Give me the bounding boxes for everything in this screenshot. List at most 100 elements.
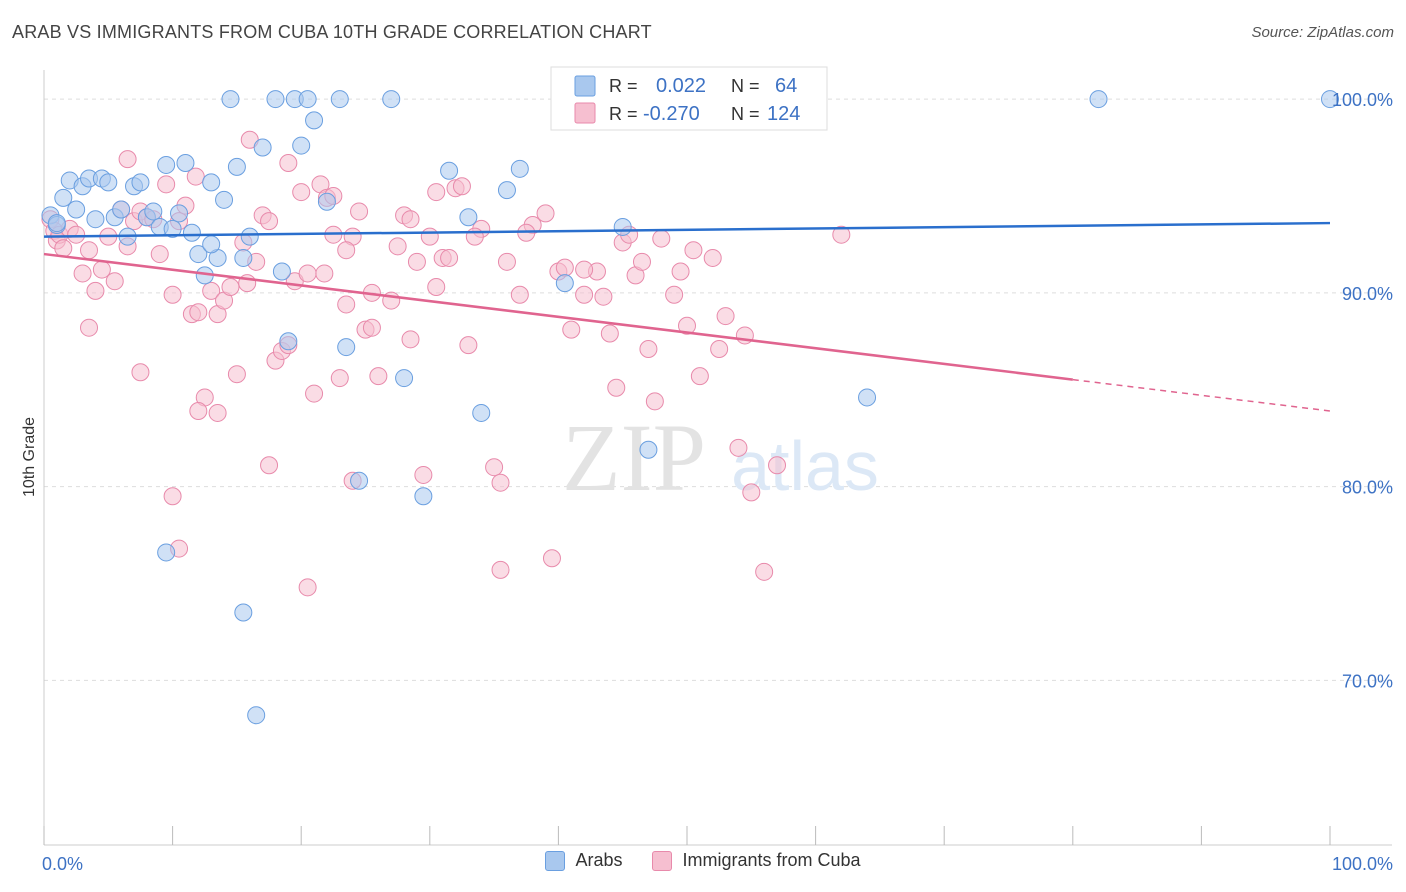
cuba-point-101[interactable]: [388, 237, 407, 256]
arabs-point-56[interactable]: [1089, 90, 1108, 109]
cuba-point-89[interactable]: [80, 318, 99, 337]
arabs-point-41[interactable]: [330, 90, 349, 109]
arabs-point-59[interactable]: [234, 603, 253, 622]
arabs-point-63[interactable]: [1321, 90, 1339, 109]
cuba-point-12[interactable]: [105, 272, 124, 291]
cuba-point-81[interactable]: [678, 316, 696, 335]
cuba-point-112[interactable]: [594, 287, 613, 306]
arabs-point-30[interactable]: [234, 248, 253, 267]
legend-item-immigrants-from-cuba[interactable]: Immigrants from Cuba: [652, 850, 861, 871]
cuba-point-95[interactable]: [260, 456, 279, 475]
cuba-point-85[interactable]: [729, 438, 748, 457]
cuba-point-53[interactable]: [369, 367, 388, 386]
arabs-point-57[interactable]: [47, 214, 66, 233]
cuba-point-113[interactable]: [607, 378, 626, 397]
cuba-point-83[interactable]: [703, 248, 722, 267]
arabs-point-51[interactable]: [555, 274, 574, 293]
cuba-point-8[interactable]: [80, 241, 99, 260]
cuba-point-82[interactable]: [690, 367, 709, 386]
cuba-point-21[interactable]: [163, 285, 182, 304]
cuba-point-110[interactable]: [555, 258, 574, 277]
arabs-point-34[interactable]: [272, 262, 291, 281]
arabs-point-43[interactable]: [350, 471, 369, 490]
cuba-point-126[interactable]: [337, 241, 356, 260]
arabs-point-18[interactable]: [157, 155, 176, 174]
cuba-point-47[interactable]: [330, 369, 349, 388]
cuba-point-41[interactable]: [292, 183, 311, 202]
arabs-point-60[interactable]: [247, 706, 266, 725]
cuba-point-58[interactable]: [414, 465, 433, 484]
arabs-point-46[interactable]: [414, 487, 433, 506]
arabs-point-23[interactable]: [189, 245, 208, 264]
cuba-point-42[interactable]: [298, 264, 317, 283]
arabs-point-53[interactable]: [639, 440, 658, 459]
cuba-point-103[interactable]: [427, 183, 446, 202]
cuba-point-36[interactable]: [260, 212, 279, 231]
arabs-point-9[interactable]: [99, 173, 118, 192]
arabs-point-52[interactable]: [613, 217, 632, 236]
cuba-point-59[interactable]: [420, 227, 439, 246]
cuba-point-4[interactable]: [54, 239, 73, 258]
cuba-point-106[interactable]: [465, 227, 484, 246]
cuba-point-6[interactable]: [67, 225, 86, 244]
arabs-point-21[interactable]: [176, 154, 195, 172]
cuba-point-68[interactable]: [510, 285, 529, 304]
arabs-point-44[interactable]: [382, 90, 401, 109]
cuba-point-39[interactable]: [279, 154, 298, 172]
cuba-point-50[interactable]: [350, 202, 369, 221]
cuba-point-7[interactable]: [73, 264, 92, 283]
cuba-point-118[interactable]: [684, 241, 703, 260]
cuba-point-115[interactable]: [632, 252, 651, 271]
cuba-point-19[interactable]: [150, 245, 169, 264]
arabs-point-39[interactable]: [305, 111, 324, 130]
arabs-point-14[interactable]: [131, 173, 150, 192]
arabs-point-29[interactable]: [227, 157, 246, 176]
cuba-point-127[interactable]: [315, 264, 334, 283]
cuba-point-70[interactable]: [536, 204, 555, 223]
cuba-point-119[interactable]: [710, 340, 729, 358]
cuba-point-56[interactable]: [401, 330, 420, 349]
arabs-point-38[interactable]: [298, 90, 317, 109]
cuba-point-63[interactable]: [459, 336, 478, 355]
cuba-point-105[interactable]: [452, 177, 471, 196]
cuba-point-66[interactable]: [491, 473, 510, 492]
cuba-point-65[interactable]: [485, 458, 504, 477]
cuba-point-84[interactable]: [716, 307, 735, 326]
arabs-point-32[interactable]: [253, 138, 272, 157]
cuba-point-9[interactable]: [86, 281, 105, 300]
cuba-point-90[interactable]: [131, 363, 150, 382]
cuba-point-109[interactable]: [542, 549, 561, 568]
arabs-point-40[interactable]: [317, 192, 336, 211]
legend-item-arabs[interactable]: Arabs: [545, 850, 622, 871]
arabs-point-47[interactable]: [440, 161, 459, 180]
cuba-point-87[interactable]: [755, 562, 774, 581]
cuba-point-86[interactable]: [742, 483, 761, 502]
arabs-point-11[interactable]: [112, 200, 131, 219]
cuba-point-72[interactable]: [562, 320, 581, 339]
cuba-point-31[interactable]: [227, 365, 246, 384]
cuba-point-80[interactable]: [665, 285, 684, 304]
cuba-point-97[interactable]: [298, 578, 317, 597]
cuba-point-91[interactable]: [163, 487, 182, 506]
cuba-point-67[interactable]: [497, 252, 516, 271]
arabs-point-55[interactable]: [858, 388, 877, 407]
cuba-point-94[interactable]: [208, 403, 227, 422]
cuba-point-117[interactable]: [671, 262, 690, 281]
arabs-point-4[interactable]: [67, 200, 86, 219]
cuba-point-100[interactable]: [362, 318, 381, 337]
arabs-point-48[interactable]: [459, 208, 478, 227]
arabs-point-7[interactable]: [86, 210, 105, 229]
cuba-point-48[interactable]: [337, 295, 356, 314]
arabs-point-16[interactable]: [144, 202, 163, 221]
arabs-point-49[interactable]: [472, 403, 491, 422]
cuba-point-30[interactable]: [221, 278, 240, 296]
arabs-point-35[interactable]: [279, 332, 298, 351]
arabs-point-27[interactable]: [215, 190, 234, 209]
cuba-point-93[interactable]: [189, 402, 208, 420]
arabs-point-62[interactable]: [497, 181, 516, 200]
arabs-point-25[interactable]: [202, 173, 221, 192]
arabs-point-61[interactable]: [202, 235, 221, 254]
cuba-point-104[interactable]: [440, 248, 459, 267]
arabs-point-42[interactable]: [337, 338, 356, 357]
cuba-point-102[interactable]: [401, 210, 420, 229]
